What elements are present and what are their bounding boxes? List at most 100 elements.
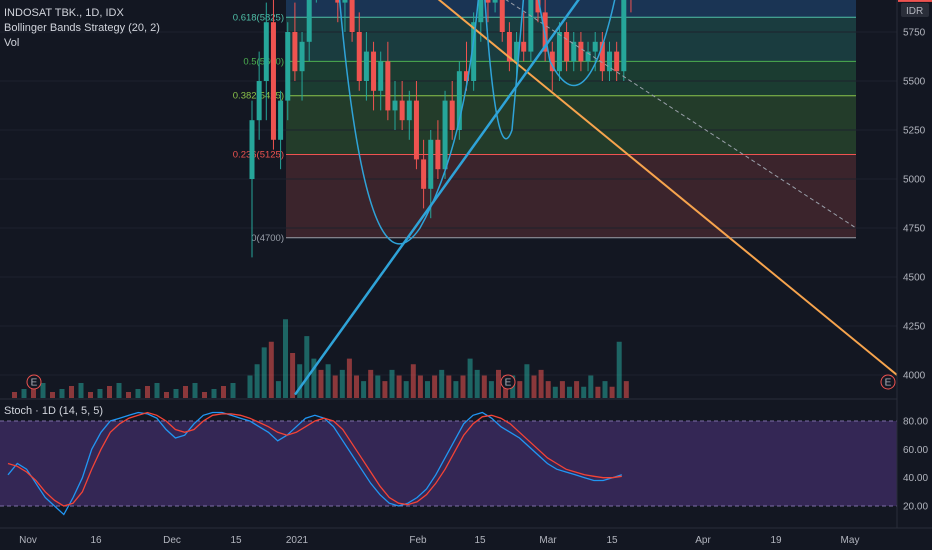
candle-body xyxy=(356,32,362,81)
time-tick-label: 2021 xyxy=(286,535,309,546)
price-tick-label: 5500 xyxy=(903,77,926,88)
volume-bar xyxy=(211,389,217,398)
candle-body xyxy=(564,32,570,62)
candle-body xyxy=(249,120,255,179)
volume-bar xyxy=(78,383,84,398)
volume-bar xyxy=(283,319,288,398)
volume-bar xyxy=(417,375,423,398)
volume-bar xyxy=(375,375,381,398)
fib-level-label: 0.618(5825) xyxy=(233,12,284,23)
time-tick-label: May xyxy=(841,535,860,546)
volume-bar xyxy=(135,389,141,398)
volume-bar xyxy=(517,381,523,398)
volume-bar xyxy=(192,383,198,398)
volume-bar xyxy=(474,369,480,398)
candle-body xyxy=(270,22,276,140)
candle-body xyxy=(392,100,398,111)
stoch-tick-label: 40.00 xyxy=(903,473,928,484)
candle-body xyxy=(521,41,527,52)
volume-bar xyxy=(268,341,274,398)
candle-body xyxy=(371,51,377,91)
volume-bar xyxy=(446,375,452,398)
candle-body xyxy=(342,0,348,3)
volume-bar xyxy=(616,341,622,398)
fib-zone xyxy=(286,154,856,238)
volume-bar xyxy=(368,369,374,398)
volume-bar xyxy=(12,392,17,398)
volume-bar xyxy=(311,358,317,398)
candle-body xyxy=(263,22,269,81)
earnings-marker xyxy=(500,374,516,390)
time-tick-label: Feb xyxy=(409,535,427,546)
earnings-marker-label: E xyxy=(31,378,38,389)
candle-body xyxy=(278,100,284,140)
volume-bar xyxy=(346,358,352,398)
candle-body xyxy=(399,100,405,121)
candle-body xyxy=(428,139,434,189)
candle-body xyxy=(256,81,262,121)
volume-bar xyxy=(50,392,55,398)
candle-body xyxy=(435,139,441,170)
fib-level-label: 0(4700) xyxy=(251,233,284,244)
volume-bar xyxy=(40,383,46,398)
price-tick-label: 4250 xyxy=(903,322,926,333)
time-tick-label: 15 xyxy=(606,535,618,546)
volume-bar xyxy=(325,364,331,398)
countdown-label: 01:36:1 xyxy=(902,0,932,3)
volume-bar xyxy=(230,383,236,398)
volume-bar xyxy=(439,369,445,398)
volume-bar xyxy=(567,386,572,398)
volume-bar xyxy=(432,375,438,398)
volume-bar xyxy=(361,381,367,398)
stoch-legend[interactable]: Stoch · 1D (14, 5, 5) xyxy=(4,405,104,417)
volume-bar xyxy=(247,375,253,398)
volume-bar xyxy=(304,336,310,398)
candle-body xyxy=(335,0,341,3)
volume-bar xyxy=(116,383,122,398)
volume-bar xyxy=(221,386,226,398)
stoch-k-line xyxy=(7,411,622,516)
volume-bar xyxy=(581,386,587,398)
time-tick-label: Dec xyxy=(163,535,181,546)
volume-bar xyxy=(602,381,608,398)
candle-body xyxy=(592,41,598,52)
candle-body xyxy=(556,32,562,72)
price-tick-label: 4000 xyxy=(903,371,926,382)
volume-bar xyxy=(524,364,530,398)
time-tick-label: 15 xyxy=(230,535,242,546)
chart-legend: INDOSAT TBK., 1D, IDX Bollinger Bands St… xyxy=(4,6,160,51)
earnings-marker xyxy=(26,374,42,390)
volume-bar xyxy=(559,381,565,398)
currency-badge xyxy=(901,3,929,17)
candlesticks xyxy=(249,0,632,258)
time-tick-label: Apr xyxy=(695,535,711,546)
candle-body xyxy=(413,100,419,160)
candle-body xyxy=(621,0,627,72)
volume-bar xyxy=(88,392,93,398)
volume-bar xyxy=(623,381,629,398)
volume-bar xyxy=(275,381,281,398)
volume-bar xyxy=(254,364,260,398)
volume-indicator-label[interactable]: Vol xyxy=(4,37,20,49)
small-cup-curve xyxy=(484,0,525,140)
symbol-title[interactable]: INDOSAT TBK., 1D, IDX xyxy=(4,7,124,19)
candle-body xyxy=(514,41,520,62)
volume-bar xyxy=(97,389,103,398)
volume-bar xyxy=(609,386,615,398)
stoch-tick-label: 20.00 xyxy=(903,502,928,513)
earnings-marker-label: E xyxy=(885,378,892,389)
bollinger-indicator-label[interactable]: Bollinger Bands Strategy (20, 2) xyxy=(4,22,160,34)
candle-body xyxy=(378,61,384,91)
time-tick-label: 16 xyxy=(90,535,102,546)
fib-level-label: 0.5(5600) xyxy=(243,56,284,67)
volume-bar xyxy=(332,375,338,398)
volume-bar xyxy=(574,381,580,398)
candle-body xyxy=(478,0,484,23)
candle-body xyxy=(299,41,305,72)
volume-bar xyxy=(538,369,544,398)
candle-body xyxy=(385,61,391,111)
downtrend-line xyxy=(437,0,898,376)
candle-body xyxy=(292,32,298,72)
volume-bar xyxy=(261,347,267,398)
